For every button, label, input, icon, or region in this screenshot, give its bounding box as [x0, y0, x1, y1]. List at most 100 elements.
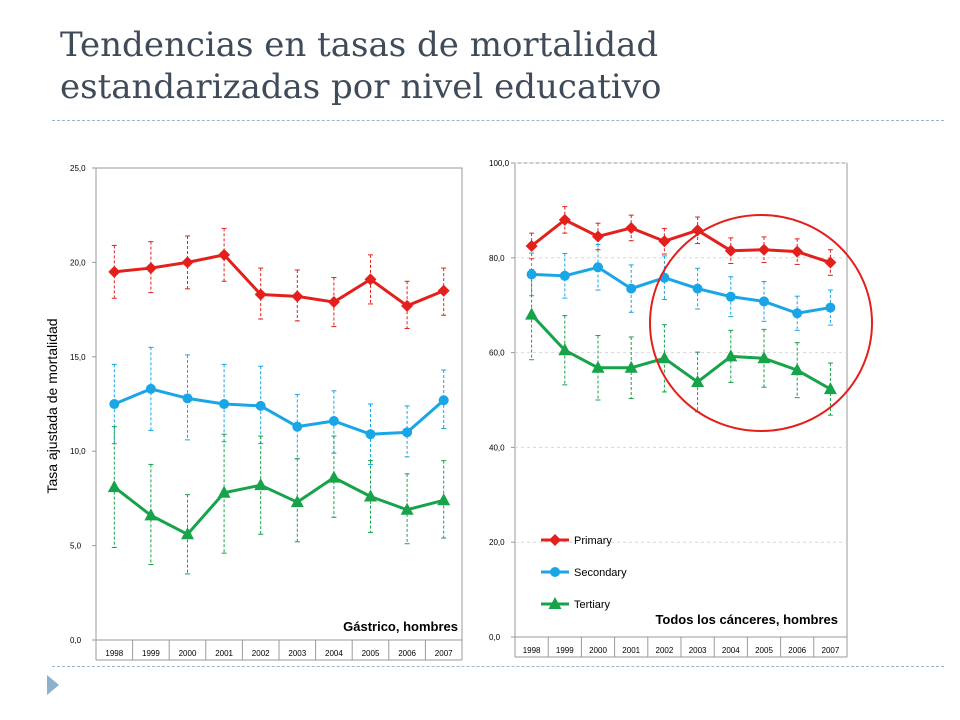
left-primary-point: [401, 299, 414, 312]
right-tertiary-point: [558, 343, 572, 356]
right-secondary-line: [531, 265, 831, 315]
left-secondary-point: [292, 421, 303, 432]
left-tertiary-error-bar: [441, 460, 447, 539]
right-x-tick-label: 2000: [589, 646, 607, 655]
legend-marker: [549, 534, 561, 546]
left-primary-point: [254, 288, 267, 301]
right-tertiary-error-bar: [761, 328, 767, 388]
left-primary-error-bar: [441, 267, 447, 316]
left-chart-caption: Gástrico, hombres: [343, 619, 458, 634]
right-tertiary-point: [790, 363, 804, 376]
legend-item-secondary: Secondary: [541, 567, 627, 579]
right-x-tick-label: 2001: [622, 646, 640, 655]
right-tertiary-error-bar: [661, 324, 667, 393]
left-x-tick-label: 2005: [362, 649, 380, 658]
right-x-tick-label: 2003: [689, 646, 707, 655]
right-tertiary-point: [691, 374, 705, 387]
left-x-tick-label: 2007: [435, 649, 453, 658]
legend-label: Primary: [574, 535, 612, 547]
left-x-tick-label: 1998: [105, 649, 123, 658]
right-tertiary-point: [823, 382, 837, 395]
right-primary-point: [558, 213, 571, 226]
right-secondary-point: [526, 269, 537, 280]
right-y-tick-label: 20,0: [489, 538, 505, 547]
right-x-tick-label: 2007: [822, 646, 840, 655]
right-y-tick-label: 40,0: [489, 443, 505, 452]
footer-divider: [52, 666, 944, 667]
left-y-tick-label: 20,0: [70, 258, 86, 267]
right-tertiary-point: [525, 307, 539, 320]
right-secondary-error-bar: [761, 281, 767, 322]
legend-item-tertiary: Tertiary: [541, 597, 611, 611]
right-x-tick-label: 2005: [755, 646, 773, 655]
right-x-tick-label: 1999: [556, 646, 574, 655]
right-chart-caption: Todos los cánceres, hombres: [655, 612, 838, 627]
left-tertiary-point: [181, 527, 194, 540]
left-primary-point: [218, 248, 231, 261]
left-secondary-point: [328, 415, 339, 426]
right-x-tick-label: 1998: [523, 646, 541, 655]
right-tertiary-point: [624, 360, 638, 373]
left-primary-point: [108, 265, 121, 278]
left-primary-error-bar: [368, 254, 373, 305]
left-x-tick-label: 2004: [325, 649, 343, 658]
left-secondary-point: [145, 383, 156, 394]
right-primary-point: [625, 221, 638, 234]
right-primary-error-bar: [695, 216, 701, 245]
left-x-tick-label: 2006: [398, 649, 416, 658]
left-x-tick-label: 2001: [215, 649, 233, 658]
right-y-tick-label: 80,0: [489, 254, 505, 263]
right-x-tick-label: 2002: [656, 646, 674, 655]
left-y-tick-label: 10,0: [70, 447, 86, 456]
left-primary-point: [327, 296, 340, 309]
right-tertiary-point: [724, 349, 738, 362]
right-y-tick-label: 0,0: [489, 633, 501, 642]
right-primary-line: [530, 218, 831, 264]
left-primary-point: [181, 256, 194, 269]
left-secondary-point: [219, 399, 230, 409]
left-tertiary-line: [113, 476, 445, 536]
left-primary-point: [364, 273, 377, 286]
right-secondary-point: [725, 291, 736, 302]
left-tertiary-point: [217, 485, 231, 498]
right-x-tick-label: 2004: [722, 646, 740, 655]
left-secondary-point: [182, 393, 193, 404]
right-x-axis: 1998 1999 2000 2001 2002 2003 2004 2005 2006 2007: [514, 637, 848, 658]
right-plot-frame: [514, 162, 848, 638]
left-primary-line: [114, 253, 445, 308]
left-y-tick-label: 15,0: [70, 353, 86, 362]
left-tertiary-point: [364, 489, 377, 502]
right-secondary-point: [792, 308, 803, 319]
left-y-tick-label: 0,0: [70, 636, 82, 645]
right-y-tick-label: 100,0: [489, 159, 510, 168]
left-tertiary-error-bar: [404, 473, 410, 545]
left-tertiary-error-bar: [185, 494, 190, 575]
right-secondary-error-bar: [628, 264, 634, 313]
left-tertiary-point: [107, 480, 121, 493]
highlight-circle: [649, 214, 873, 432]
right-primary-error-bar: [562, 206, 568, 234]
right-tertiary-point: [757, 351, 771, 364]
legend: Primary Secondary Tertiary: [541, 534, 627, 611]
right-y-tick-label: 60,0: [489, 349, 505, 358]
left-tertiary-error-bar: [221, 433, 227, 554]
left-tertiary-point: [144, 508, 158, 521]
left-y-tick-label: 25,0: [70, 164, 86, 173]
left-y-axis-label: Tasa ajustada de mortalidad: [44, 318, 60, 493]
left-tertiary-point: [290, 495, 304, 508]
right-x-tick-label: 2006: [788, 646, 806, 655]
right-tertiary-point: [657, 351, 671, 364]
left-primary-point: [144, 262, 157, 275]
left-tertiary-error-bar: [258, 435, 264, 535]
left-secondary-point: [109, 399, 120, 409]
right-primary-point: [592, 230, 604, 243]
right-tertiary-error-bar: [562, 315, 568, 386]
right-secondary-point: [759, 296, 769, 307]
left-secondary-line: [113, 387, 445, 436]
right-secondary-point: [559, 270, 570, 281]
play-triangle-icon[interactable]: [46, 674, 60, 696]
right-tertiary-line: [530, 313, 832, 391]
legend-label: Tertiary: [574, 599, 611, 611]
legend-marker: [548, 597, 562, 609]
left-y-tick-label: 5,0: [70, 542, 82, 551]
